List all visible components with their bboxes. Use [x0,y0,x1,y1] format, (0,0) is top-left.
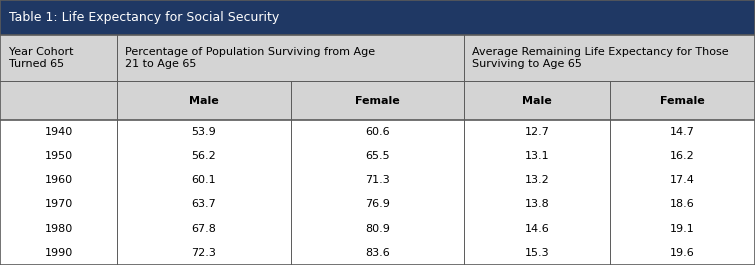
Text: 15.3: 15.3 [525,248,550,258]
Text: 1940: 1940 [45,127,72,137]
Bar [0,120,755,265]
Text: 1950: 1950 [45,151,72,161]
Text: Year Cohort
Turned 65: Year Cohort Turned 65 [9,47,73,69]
Text: Average Remaining Life Expectancy for Those
Surviving to Age 65: Average Remaining Life Expectancy for Th… [472,47,729,69]
Text: Table 1: Life Expectancy for Social Security: Table 1: Life Expectancy for Social Secu… [9,11,279,24]
Text: 13.8: 13.8 [525,200,550,210]
Text: 17.4: 17.4 [670,175,695,185]
Text: 18.6: 18.6 [670,200,695,210]
Text: Male: Male [189,96,219,105]
Bar [0,35,755,81]
Text: 16.2: 16.2 [670,151,695,161]
Text: Male: Male [522,96,552,105]
Text: 14.7: 14.7 [670,127,695,137]
Bar [0,0,755,35]
Text: 63.7: 63.7 [192,200,216,210]
Text: 67.8: 67.8 [192,224,216,234]
Text: Female: Female [355,96,400,105]
Text: 53.9: 53.9 [192,127,216,137]
Text: 72.3: 72.3 [192,248,216,258]
Text: 1970: 1970 [45,200,72,210]
Bar [0,81,755,120]
Text: 1980: 1980 [45,224,72,234]
Text: 65.5: 65.5 [365,151,390,161]
Text: 19.6: 19.6 [670,248,695,258]
Text: 12.7: 12.7 [525,127,550,137]
Text: 71.3: 71.3 [365,175,390,185]
Text: 13.1: 13.1 [525,151,550,161]
Text: 19.1: 19.1 [670,224,695,234]
Text: 60.6: 60.6 [365,127,390,137]
Text: Female: Female [660,96,705,105]
Text: 14.6: 14.6 [525,224,550,234]
Text: Percentage of Population Surviving from Age
21 to Age 65: Percentage of Population Surviving from … [125,47,374,69]
Text: 60.1: 60.1 [192,175,216,185]
Text: 1960: 1960 [45,175,72,185]
Text: 80.9: 80.9 [365,224,390,234]
Text: 1990: 1990 [45,248,72,258]
Text: 76.9: 76.9 [365,200,390,210]
Text: 13.2: 13.2 [525,175,550,185]
Text: 83.6: 83.6 [365,248,390,258]
Text: 56.2: 56.2 [192,151,216,161]
